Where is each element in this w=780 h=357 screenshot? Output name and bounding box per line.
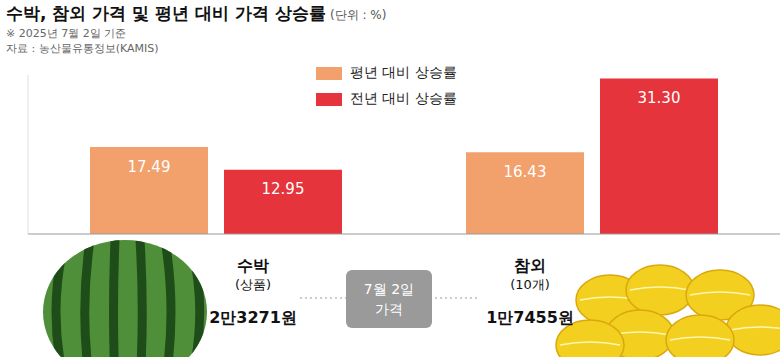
html-text:참외: 참외 bbox=[514, 256, 546, 275]
html-text:(10개): (10개) bbox=[510, 277, 550, 292]
html-text:(상품): (상품) bbox=[234, 277, 272, 292]
svg-text:12.95: 12.95 bbox=[262, 180, 305, 198]
svg-text:17.49: 17.49 bbox=[128, 158, 171, 176]
svg-text:31.30: 31.30 bbox=[638, 89, 681, 107]
html-text:7월 2일: 7월 2일 bbox=[363, 281, 415, 297]
html-text:수박: 수박 bbox=[237, 256, 269, 275]
html-text:수박, 참외 가격 및 평년 대비 가격 상승률 (단위 :: 수박, 참외 가격 및 평년 대비 가격 상승률 (단위 : %) bbox=[6, 3, 387, 23]
html-text:가격: 가격 bbox=[375, 301, 403, 317]
html-text:2만3271원: 2만3271원 bbox=[209, 308, 297, 327]
html-text:전년 대비 상승률: 전년 대비 상승률 bbox=[350, 90, 457, 106]
svg-text:16.43: 16.43 bbox=[504, 163, 547, 181]
html-text:자료 : 농산물유통정보(KAMIS): 자료 : 농산물유통정보(KAMIS) bbox=[6, 42, 159, 55]
html-text:※ 2025년 7월 2일 기준: ※ 2025년 7월 2일 기준 bbox=[6, 27, 127, 40]
html-text:1만7455원: 1만7455원 bbox=[486, 308, 574, 327]
html-text:평년 대비 상승률: 평년 대비 상승률 bbox=[350, 64, 457, 80]
